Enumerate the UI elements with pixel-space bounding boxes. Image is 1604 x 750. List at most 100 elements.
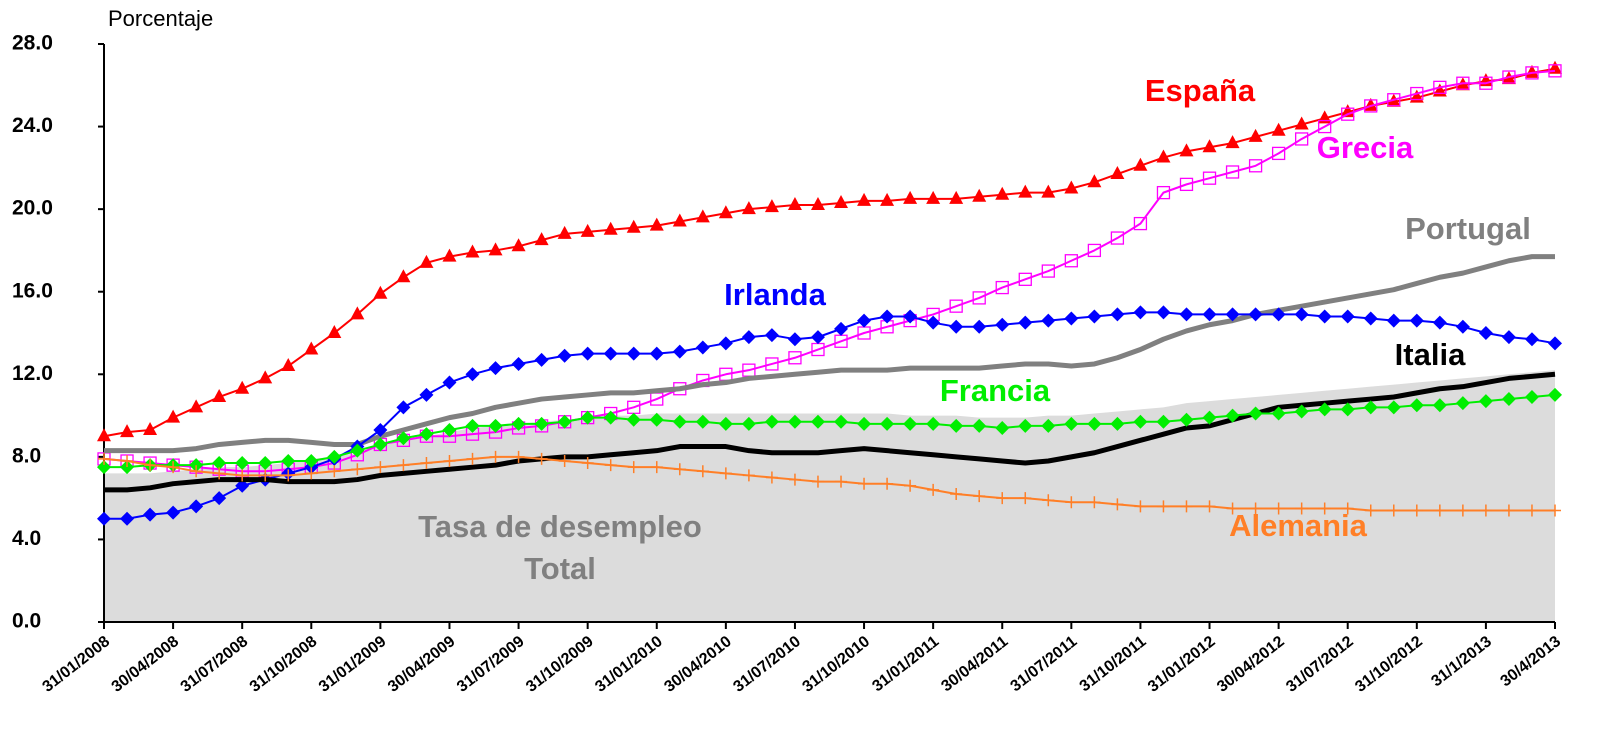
marker (1225, 165, 1240, 179)
marker (1041, 313, 1056, 328)
marker (488, 242, 503, 256)
marker (810, 197, 825, 211)
marker (1202, 171, 1217, 185)
x-tick-label: 30/04/2008 (109, 633, 183, 696)
marker (1248, 406, 1263, 421)
marker (489, 450, 502, 463)
marker (1548, 387, 1562, 402)
marker (1156, 185, 1171, 200)
marker (1294, 307, 1309, 322)
series: Alemania (98, 450, 1561, 543)
marker (1064, 180, 1079, 194)
area-label: Tasa de desempleo Total (418, 509, 702, 586)
marker (1363, 400, 1378, 415)
marker (1041, 264, 1055, 278)
marker (1110, 231, 1125, 245)
marker (143, 507, 158, 522)
marker (1524, 389, 1539, 404)
marker (1478, 394, 1493, 409)
marker (305, 467, 318, 480)
marker (1386, 400, 1401, 415)
x-tick-label: 30/04/2010 (661, 633, 735, 696)
marker (212, 388, 227, 402)
marker (580, 410, 595, 425)
series-line (103, 67, 1556, 438)
x-tick-label: 31/07/2012 (1283, 633, 1357, 696)
marker (1479, 504, 1492, 517)
marker (857, 192, 872, 206)
marker (1041, 184, 1056, 198)
marker (834, 321, 849, 336)
marker (488, 418, 503, 433)
marker (972, 418, 987, 433)
series-label: Italia (1395, 337, 1466, 372)
marker (1133, 305, 1148, 320)
marker (1478, 326, 1493, 340)
marker (350, 306, 365, 320)
marker (282, 469, 295, 482)
marker (995, 280, 1009, 295)
marker (1524, 332, 1539, 347)
marker (1410, 86, 1424, 101)
marker (926, 315, 941, 330)
marker (626, 219, 641, 233)
marker (1340, 402, 1355, 417)
marker (880, 192, 895, 206)
marker (949, 319, 964, 334)
marker (927, 483, 940, 496)
marker (603, 410, 618, 425)
marker (626, 346, 641, 361)
marker (1249, 502, 1262, 515)
marker (1065, 496, 1078, 509)
marker (1318, 502, 1331, 515)
marker (1502, 504, 1515, 517)
marker (1525, 66, 1539, 80)
marker (373, 285, 388, 299)
area (104, 370, 1555, 622)
marker (881, 477, 894, 490)
marker (212, 456, 227, 471)
marker (1110, 416, 1125, 431)
marker (235, 456, 250, 471)
marker (719, 467, 732, 480)
marker (1456, 76, 1470, 90)
marker (741, 330, 756, 345)
marker (1294, 404, 1309, 419)
marker (1018, 315, 1033, 330)
marker (442, 248, 457, 262)
series: Irlanda (97, 277, 1562, 526)
marker (1225, 307, 1240, 322)
marker (443, 454, 456, 467)
marker (1087, 243, 1102, 258)
marker (696, 465, 709, 478)
series-line (104, 393, 1556, 469)
marker (327, 449, 342, 464)
marker (627, 461, 640, 474)
marker (672, 213, 687, 227)
marker (834, 194, 849, 208)
marker (396, 269, 411, 283)
marker (488, 361, 503, 376)
marker (97, 428, 111, 442)
marker (1502, 70, 1516, 84)
marker (259, 469, 272, 482)
marker (1111, 498, 1124, 511)
marker (1317, 309, 1332, 324)
x-tick-label: 31/07/2010 (730, 633, 804, 696)
marker (742, 469, 755, 482)
marker (973, 490, 986, 503)
marker (1133, 216, 1148, 231)
marker (672, 344, 687, 359)
marker (1179, 307, 1194, 322)
marker (810, 330, 825, 345)
marker (1295, 502, 1308, 515)
marker (926, 416, 941, 431)
marker (1064, 416, 1079, 431)
marker (649, 412, 664, 427)
marker (649, 346, 664, 361)
marker (787, 197, 802, 211)
marker (1432, 398, 1447, 413)
marker (98, 452, 110, 465)
